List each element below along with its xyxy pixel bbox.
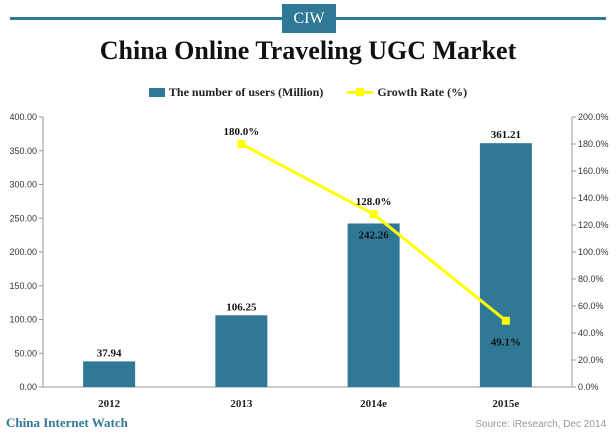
- x-tick-label: 2014e: [360, 398, 387, 410]
- growth-data-label: 49.1%: [491, 337, 521, 349]
- growth-data-label: 128.0%: [356, 196, 392, 208]
- y-left-tick-label: 350.00: [9, 146, 37, 156]
- x-tick-label: 2013: [230, 398, 253, 410]
- bar-data-label: 37.94: [97, 347, 122, 359]
- footer-brand: China Internet Watch: [6, 415, 128, 430]
- y-right-tick-label: 20.0%: [578, 355, 604, 365]
- legend-line-marker: [356, 87, 365, 96]
- y-right-tick-label: 180.0%: [578, 139, 609, 149]
- y-right-tick-label: 200.0%: [578, 112, 609, 122]
- growth-rate-point: [501, 316, 510, 325]
- y-right-tick-label: 160.0%: [578, 166, 609, 176]
- bar: [479, 143, 532, 387]
- bar-data-label: 106.25: [226, 301, 257, 313]
- x-tick-label: 2012: [98, 398, 121, 410]
- y-right-tick-label: 100.0%: [578, 247, 609, 257]
- y-left-tick-label: 0.00: [19, 382, 37, 392]
- chart-title: China Online Traveling UGC Market: [99, 36, 517, 65]
- y-left-tick-label: 300.00: [9, 180, 37, 190]
- legend-label-growth: Growth Rate (%): [377, 84, 468, 99]
- y-right-tick-label: 80.0%: [578, 274, 604, 284]
- y-left-tick-label: 150.00: [9, 281, 37, 291]
- y-right-tick-label: 0.0%: [578, 382, 599, 392]
- ciw-logo-badge: CIW: [282, 4, 336, 33]
- growth-rate-point: [369, 210, 378, 219]
- bar: [347, 223, 400, 387]
- legend-line-swatch: [347, 87, 374, 96]
- y-left-tick-label: 50.00: [14, 348, 37, 358]
- chart-legend: The number of users (Million) Growth Rat…: [0, 84, 616, 100]
- y-right-tick-label: 140.0%: [578, 193, 609, 203]
- y-right-tick-label: 120.0%: [578, 220, 609, 230]
- bar: [83, 361, 136, 387]
- growth-rate-point: [237, 140, 246, 148]
- bar-data-label: 242.26: [359, 229, 390, 241]
- y-left-tick-label: 100.00: [9, 315, 37, 325]
- y-left-tick-label: 400.00: [9, 112, 37, 122]
- growth-data-label: 180.0%: [224, 126, 260, 138]
- footer-source: Source: iResearch, Dec 2014: [475, 419, 606, 430]
- y-right-tick-label: 60.0%: [578, 301, 604, 311]
- bar-data-label: 361.21: [491, 129, 521, 141]
- x-tick-label: 2015e: [492, 398, 519, 410]
- y-left-tick-label: 200.00: [9, 247, 37, 257]
- legend-label-users: The number of users (Million): [168, 84, 324, 99]
- y-right-tick-label: 40.0%: [578, 328, 604, 338]
- legend-bar-swatch: [148, 87, 165, 97]
- bar: [215, 315, 268, 387]
- legend-item-users: The number of users (Million): [148, 84, 324, 100]
- legend-item-growth: Growth Rate (%): [347, 85, 467, 100]
- y-left-tick-label: 250.00: [9, 213, 37, 223]
